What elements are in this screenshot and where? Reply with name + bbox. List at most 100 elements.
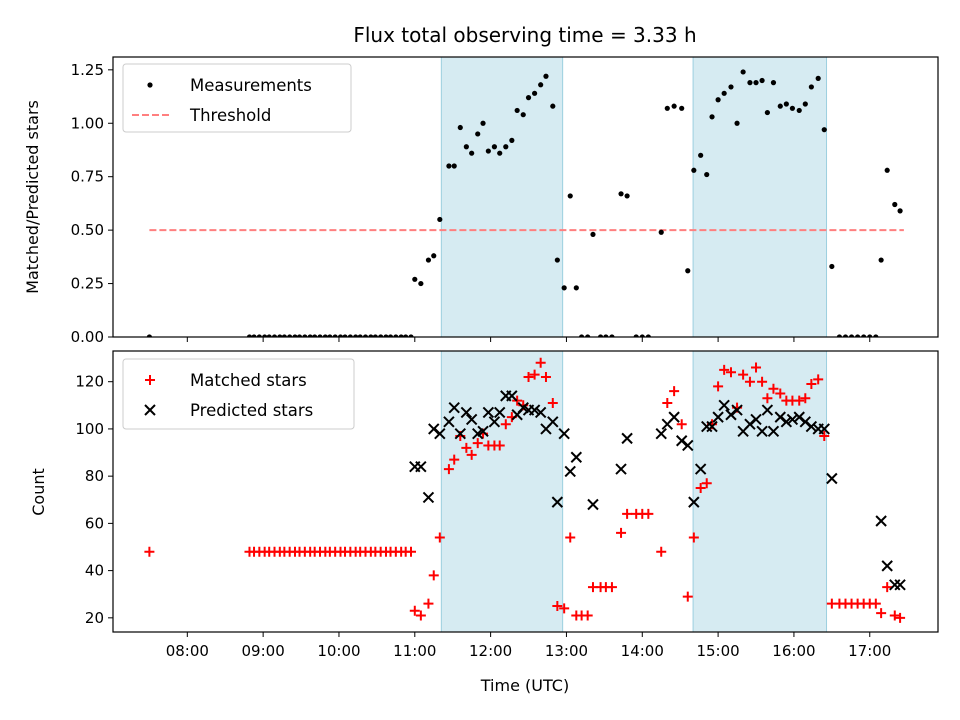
bottom-panel: 20 40 60 80 100 120 08:00 09:00 10:00 11:00 12:00 1… [75,350,939,660]
matched-stars-point [582,610,593,621]
measurement-point [520,112,526,118]
measurement-point [855,334,861,337]
bottom-y-tick-label: 20 [85,609,104,627]
bottom-legend-label: Matched stars [190,371,307,390]
matched-stars-point [428,570,439,581]
predicted-stars-point [454,427,466,440]
measurement-point [734,120,740,126]
matched-stars-point [806,379,817,390]
matched-stars-point [682,591,693,602]
measurement-point [685,268,691,274]
predicted-stars-point [528,404,541,416]
measurement-point [873,334,879,337]
x-tick-label: 11:00 [393,642,436,660]
measurement-point [368,334,374,337]
measurement-point [709,114,715,120]
x-tick-label: 16:00 [772,642,815,660]
predicted-stars-point [422,491,435,504]
measurement-point [418,280,424,287]
measurement-point [372,334,378,337]
bottom-axes-frame [112,350,939,633]
measurement-point [554,257,560,263]
predicted-stars-point [434,427,446,440]
matched-stars-point [889,610,900,621]
top-axes-frame [112,56,939,338]
matched-stars-point [751,362,762,373]
matched-stars-point [719,364,730,375]
matched-stars-point [688,532,699,543]
matched-stars-point [656,546,667,557]
measurement-point [398,334,404,337]
measurement-point [815,75,821,81]
matched-stars-point [725,367,736,378]
measurement-point [698,152,704,158]
predicted-stars-point [818,423,830,435]
measurement-point [378,334,384,337]
top-y-axis-label: Matched/Predicted stars [23,100,42,294]
matched-stars-point [744,376,755,387]
measurement-point [246,334,253,337]
measurement-point [624,193,630,199]
top-y-tick-label: 0.75 [71,168,104,186]
bottom-shaded-interval-0 [441,351,563,632]
legend-measurements-marker [147,82,153,88]
matched-stars-point [523,371,534,382]
predicted-stars-point [587,498,599,511]
measurement-point [609,334,615,337]
matched-stars-point [500,419,511,430]
top-legend-box [122,63,352,133]
measurement-point [514,107,520,114]
measurement-point [715,97,721,103]
measurement-point [579,334,585,337]
measurement-point [437,216,443,223]
predicted-stars-point [668,411,680,423]
predicted-stars-point [706,420,718,433]
measurement-point [362,334,369,337]
predicted-stars-point [780,416,793,428]
measurement-point [848,334,855,337]
measurement-point [753,80,759,86]
measurement-point [585,334,591,337]
measurement-point [897,208,903,214]
measurement-point [664,105,670,111]
top-y-tick-label: 0.25 [71,275,104,293]
measurement-point [302,334,308,337]
bottom-y-axis-label: Count [29,468,48,516]
matched-stars-point [762,393,773,404]
measurement-point [146,334,152,337]
measurement-point [322,334,328,337]
legend-predicted-marker [144,404,156,416]
matched-stars-point [870,598,881,609]
matched-stars-point [819,431,830,442]
measurement-point [457,124,463,131]
predicted-stars-point [712,411,724,423]
predicted-stars-point [551,496,564,508]
measurement-point [292,334,298,337]
measurement-point [327,334,333,337]
measurement-point [550,103,556,109]
predicted-stars-point [482,406,495,419]
top-shaded-interval-1 [693,57,827,337]
measurement-point [783,101,789,107]
matched-stars-point [466,449,477,460]
matched-stars-point [535,357,546,368]
measurement-point [317,334,323,337]
measurement-point [503,144,509,150]
x-tick-label: 13:00 [545,642,588,660]
x-tick-label: 10:00 [317,642,360,660]
measurement-point [597,334,604,337]
x-tick-label: 12:00 [469,642,512,660]
matched-stars-point [800,393,811,404]
bottom-y-tick-label: 40 [85,562,104,580]
measurement-point [412,276,418,282]
measurement-point [721,90,727,96]
bottom-plot-area [144,351,906,632]
measurement-point [728,84,734,90]
predicted-stars-point [718,399,730,412]
predicted-stars-point [750,413,762,426]
measurement-point [740,69,746,75]
measurement-point [497,150,503,156]
measurement-point [573,285,579,291]
predicted-stars-point [558,427,570,440]
matched-stars-point [494,440,505,451]
